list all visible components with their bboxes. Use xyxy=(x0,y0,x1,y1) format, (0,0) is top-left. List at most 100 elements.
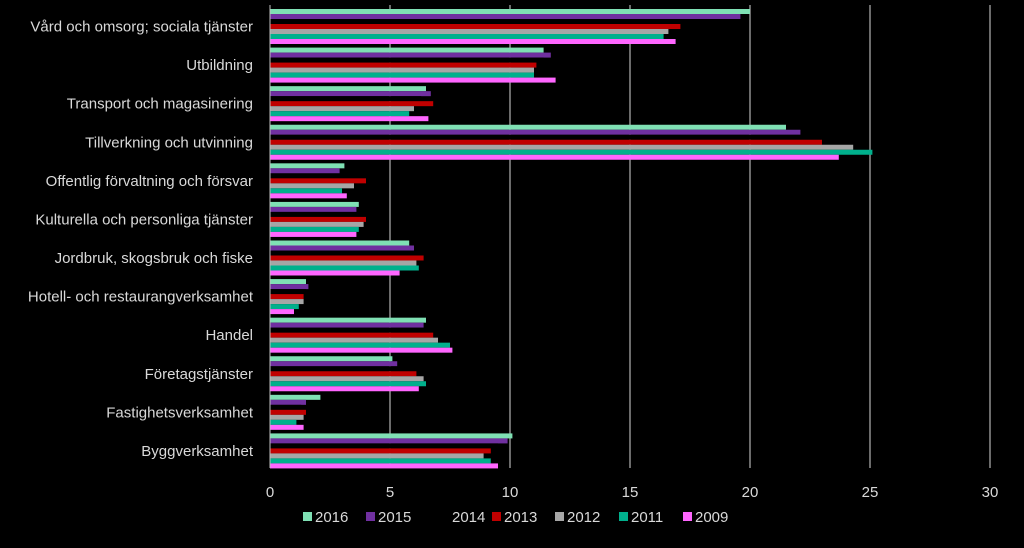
bar xyxy=(270,124,786,130)
bar xyxy=(270,284,309,290)
bar xyxy=(270,62,537,68)
bar xyxy=(270,414,304,420)
bar xyxy=(270,24,681,29)
bar xyxy=(270,255,424,261)
bar xyxy=(270,342,450,348)
bar xyxy=(270,129,801,135)
bar xyxy=(270,163,345,169)
bar xyxy=(270,250,414,256)
bar xyxy=(270,231,357,237)
bar xyxy=(270,173,352,179)
bar xyxy=(270,47,544,53)
x-tick-label: 25 xyxy=(862,484,879,501)
category-label: Utbildning xyxy=(186,57,253,74)
legend-label: 2013 xyxy=(504,509,537,526)
legend-swatch xyxy=(303,512,312,521)
category-label: Transport och magasinering xyxy=(67,96,253,113)
bar xyxy=(270,144,854,150)
x-tick-label: 20 xyxy=(742,484,759,501)
bar xyxy=(270,376,424,382)
x-tick-label: 0 xyxy=(266,484,274,501)
bar xyxy=(270,106,414,112)
x-tick-label: 15 xyxy=(622,484,639,501)
bar xyxy=(270,366,410,372)
bar xyxy=(270,206,357,212)
bar xyxy=(270,337,438,343)
bar xyxy=(270,240,410,246)
bar xyxy=(270,193,347,199)
bar xyxy=(270,279,306,285)
legend-label: 2009 xyxy=(695,509,728,526)
bar xyxy=(270,101,434,107)
bar xyxy=(270,91,431,97)
bar xyxy=(270,394,321,400)
bar xyxy=(270,168,340,174)
bar xyxy=(270,424,304,430)
x-tick-labels: 0 5 10 15 20 25 30 xyxy=(266,484,999,501)
category-label: Kulturella och personliga tjänster xyxy=(35,211,253,228)
category-label: Fastighetsverksamhet xyxy=(106,404,254,421)
bar xyxy=(270,419,297,425)
bar xyxy=(270,443,498,449)
bar xyxy=(270,154,839,160)
bar xyxy=(270,289,306,295)
bar xyxy=(270,29,669,34)
bar xyxy=(270,178,366,184)
bar xyxy=(270,294,304,300)
bar xyxy=(270,409,306,415)
bar xyxy=(270,381,426,387)
bar xyxy=(270,265,419,271)
category-label: Byggverksamhet xyxy=(141,443,254,460)
bar xyxy=(270,39,676,44)
bar xyxy=(270,86,426,92)
legend-swatch xyxy=(366,512,375,521)
bar xyxy=(270,183,354,189)
x-tick-label: 10 xyxy=(502,484,519,501)
bar xyxy=(270,188,342,194)
bar-series xyxy=(270,9,873,469)
legend-swatch xyxy=(555,512,564,521)
bar xyxy=(270,332,434,338)
bar xyxy=(270,221,364,227)
bar xyxy=(270,399,306,405)
bar xyxy=(270,77,556,83)
category-label: Offentlig förvaltning och försvar xyxy=(46,173,253,190)
bar xyxy=(270,34,664,39)
bar xyxy=(270,270,400,276)
legend-swatch xyxy=(619,512,628,521)
category-label: Handel xyxy=(205,327,253,344)
category-label: Vård och omsorg; sociala tjänster xyxy=(30,19,253,36)
bar xyxy=(270,448,491,454)
bar xyxy=(270,201,359,207)
bar xyxy=(270,134,818,140)
bar xyxy=(270,347,453,353)
bar xyxy=(270,404,302,410)
bar xyxy=(270,52,551,58)
bar xyxy=(270,19,683,24)
category-label: Jordbruk, skogsbruk och fiske xyxy=(55,250,253,267)
bar xyxy=(270,299,304,305)
bar xyxy=(270,386,419,392)
bar xyxy=(270,327,431,333)
legend-label: 2014 xyxy=(452,509,485,526)
legend-swatch xyxy=(440,512,449,521)
legend-label: 2016 xyxy=(315,509,348,526)
legend: 2016 2015 2014 2013 2012 2011 2009 xyxy=(303,509,728,526)
legend-label: 2011 xyxy=(631,509,663,526)
bar xyxy=(270,245,414,251)
bar xyxy=(270,139,822,145)
x-tick-label: 30 xyxy=(982,484,999,501)
bar xyxy=(270,96,422,102)
bar xyxy=(270,57,544,63)
bar xyxy=(270,211,359,217)
bar xyxy=(270,453,484,459)
legend-swatch xyxy=(683,512,692,521)
bar xyxy=(270,361,398,367)
bar xyxy=(270,304,299,310)
legend-swatch xyxy=(492,512,501,521)
legend-label: 2015 xyxy=(378,509,411,526)
bar xyxy=(270,9,750,14)
bar xyxy=(270,433,513,439)
bar xyxy=(270,116,429,122)
